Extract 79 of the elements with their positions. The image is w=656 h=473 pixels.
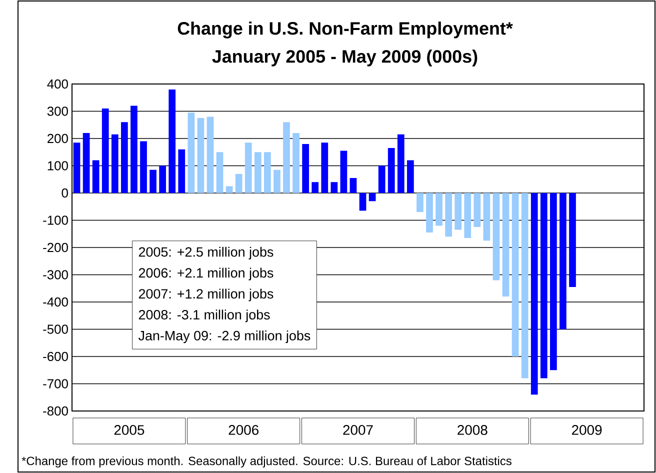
bar: [340, 150, 348, 193]
y-tick-label: -800: [43, 406, 68, 416]
bar: [407, 160, 414, 193]
bar: [274, 170, 280, 193]
chart-subtitle: January 2005 - May 2009 (000s): [212, 50, 478, 66]
bar: [312, 182, 319, 193]
bar: [378, 166, 386, 193]
bar: [350, 178, 357, 193]
bar: [121, 122, 128, 193]
text: *Change from previous month. Seasonally adjusted. Source: U.S. Bureau of Labor Statistics: [22, 456, 512, 468]
bar: [321, 142, 328, 193]
bar: [82, 133, 90, 193]
bar: [226, 186, 233, 193]
bar: [560, 192, 566, 330]
bar: [102, 108, 109, 193]
bar: [264, 152, 271, 193]
annotation: 2006: +2.1 million jobs: [138, 268, 274, 280]
text: 2008: [458, 425, 488, 435]
bar: [197, 118, 204, 193]
y-tick-label: -600: [43, 352, 68, 362]
y-tick-label: 200: [48, 134, 68, 144]
bar: [92, 160, 100, 193]
annotation: 2005: +2.5 million jobs: [138, 246, 274, 260]
bar: [130, 106, 138, 193]
text: 2006: [228, 425, 258, 435]
bar: [206, 116, 214, 193]
bar: [159, 166, 166, 193]
bar: [292, 133, 300, 193]
bar: [150, 170, 156, 193]
bar: [216, 152, 224, 193]
bar: [397, 134, 404, 193]
bar: [388, 148, 395, 193]
bar: [483, 192, 490, 241]
y-tick-label: -400: [43, 297, 68, 307]
bar: [530, 192, 538, 395]
bar: [540, 192, 548, 378]
bar: [502, 192, 510, 297]
bar: [521, 192, 528, 378]
bar: [111, 134, 118, 193]
text: 2005: [114, 425, 144, 435]
bar: [474, 192, 481, 228]
bar: [244, 142, 252, 193]
bar: [492, 192, 500, 280]
bar: [359, 192, 366, 211]
bar: [464, 192, 472, 238]
bar: [454, 192, 462, 230]
bar: [168, 89, 176, 193]
bar: [512, 192, 519, 356]
bar: [436, 192, 442, 226]
bar: [140, 141, 147, 193]
y-tick-label: -300: [43, 270, 68, 280]
text: 2009: [572, 425, 602, 435]
annotation: Jan-May 09: -2.9 million jobs: [138, 330, 310, 344]
bar: [235, 174, 242, 193]
chart-title: Change in U.S. Non-Farm Employment*: [178, 22, 513, 38]
bar: [445, 192, 452, 237]
y-tick-label: 0: [62, 188, 68, 198]
y-tick-label: -200: [43, 242, 68, 252]
y-tick-label: -500: [43, 324, 68, 334]
y-tick-label: -100: [43, 216, 68, 225]
bar: [188, 112, 195, 193]
y-tick-label: -700: [43, 379, 68, 388]
bar: [426, 192, 433, 232]
bar: [416, 192, 424, 212]
bar: [330, 182, 338, 193]
bar: [73, 142, 80, 193]
bar: [302, 144, 310, 193]
y-tick-label: 100: [48, 161, 68, 170]
bar: [283, 122, 290, 193]
text: 2007: [343, 425, 373, 435]
annotation: 2007: +1.2 million jobs: [138, 288, 274, 302]
bar: [550, 192, 557, 370]
bar: [368, 192, 376, 202]
annotation: 2008: -3.1 million jobs: [138, 310, 270, 322]
bar: [569, 192, 576, 287]
bar: [254, 152, 262, 193]
bar: [178, 149, 186, 193]
y-tick-label: 400: [47, 79, 68, 89]
y-tick-label: 300: [47, 106, 68, 116]
